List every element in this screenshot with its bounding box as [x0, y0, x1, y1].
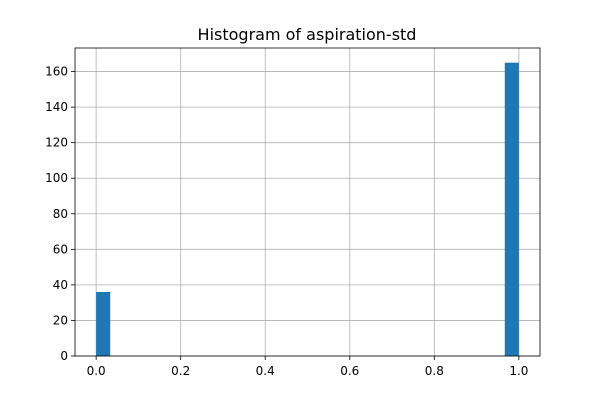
y-axis-ticks: 0 20 40 60 80 100 120 140 160	[45, 65, 75, 363]
y-tick-label: 160	[45, 65, 68, 79]
bars	[96, 62, 519, 357]
x-tick-label: 0.0	[87, 364, 106, 378]
y-tick-label: 140	[45, 100, 68, 114]
y-tick-label: 60	[53, 242, 68, 256]
x-tick-label: 0.6	[340, 364, 359, 378]
x-tick-label: 0.2	[171, 364, 190, 378]
y-tick-label: 40	[53, 278, 68, 292]
x-axis-ticks: 0.0 0.2 0.4 0.6 0.8 1.0	[87, 356, 528, 378]
y-tick-label: 100	[45, 171, 68, 185]
histogram-bar	[504, 62, 519, 357]
x-tick-label: 1.0	[509, 364, 528, 378]
x-tick-label: 0.8	[425, 364, 444, 378]
chart-title: Histogram of aspiration-std	[198, 25, 417, 44]
y-tick-label: 120	[45, 136, 68, 150]
y-tick-label: 20	[53, 313, 68, 327]
grid	[75, 48, 540, 357]
y-tick-label: 80	[53, 207, 68, 221]
histogram-bar	[96, 292, 111, 356]
x-tick-label: 0.4	[256, 364, 275, 378]
plot-frame	[74, 47, 541, 357]
y-tick-label: 0	[60, 349, 68, 363]
